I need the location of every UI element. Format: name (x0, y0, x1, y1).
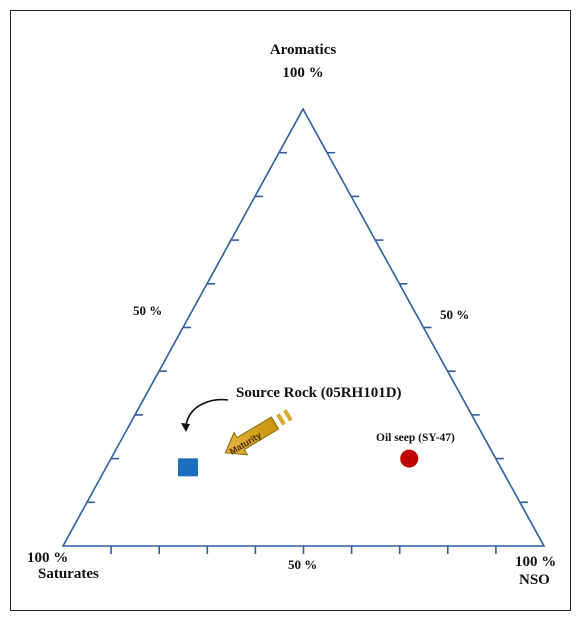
right-edge-midpoint-label: 50 % (440, 307, 469, 322)
left-vertex-value: 100 % (27, 550, 68, 566)
source-rock-pointer-arrow (185, 398, 229, 426)
bottom-edge-midpoint-label: 50 % (288, 557, 317, 572)
maturity-arrow (224, 409, 293, 456)
axis-ticks (87, 151, 528, 554)
source-rock-pointer-arrowhead (181, 423, 190, 432)
left-vertex-name: Saturates (38, 566, 99, 582)
top-vertex-value: 100 % (282, 65, 323, 81)
left-edge-midpoint-label: 50 % (133, 303, 162, 318)
right-vertex-name: NSO (519, 572, 550, 588)
ternary-triangle (61, 107, 546, 547)
oil-seep-point (400, 449, 419, 468)
oil-seep-label: Oil seep (SY-47) (376, 432, 455, 444)
right-vertex-value: 100 % (515, 554, 556, 570)
top-vertex-name: Aromatics (270, 42, 337, 58)
chart-frame (10, 10, 571, 611)
source-rock-label: Source Rock (05RH101D) (236, 385, 402, 401)
source-rock-point (177, 458, 198, 477)
